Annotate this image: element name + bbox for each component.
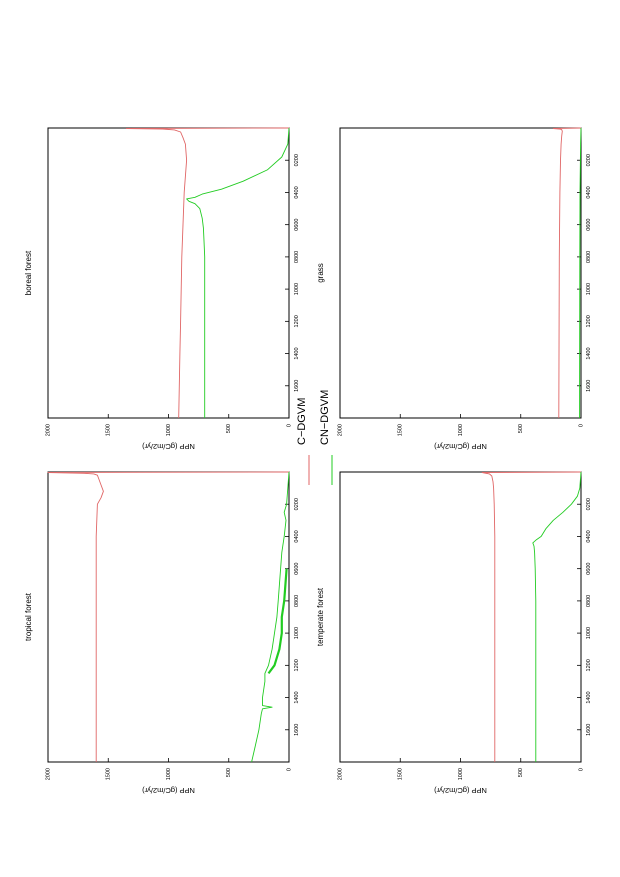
x-tick-label: 0800 (586, 251, 592, 263)
panel-title: boreal forest (24, 250, 33, 295)
y-tick-label: 2000 (337, 768, 343, 780)
y-tick-label: 1000 (458, 768, 464, 780)
x-tick-label: 0200 (586, 498, 592, 510)
y-tick-label: 500 (518, 768, 524, 777)
series-line-cn-dgvm (267, 568, 288, 675)
x-tick-label: 1600 (586, 724, 592, 736)
panel-grass: grass NPP (gC/m2/yr) 0 500 1000 1500 2000 0200 0… (316, 127, 592, 451)
y-tick-label: 0 (286, 768, 292, 771)
series-line-cn-dgvm (532, 471, 582, 762)
x-tick-label: 0400 (586, 530, 592, 542)
x-tick-label: 0600 (586, 563, 592, 575)
panel-title: tropical forest (24, 592, 33, 641)
x-tick-label: 0200 (294, 498, 300, 510)
legend-label-c-dgvm: C−DGVM (296, 398, 308, 445)
panel-title: temperate forest (316, 587, 325, 646)
x-tick-label: 0600 (294, 563, 300, 575)
panel-tropical: tropical forest NPP (gC/m2/yr) 0 500 1000 150… (24, 471, 300, 795)
x-tick-label: 0600 (586, 219, 592, 231)
y-axis-label: NPP (gC/m2/yr) (142, 786, 195, 795)
x-tick-label: 1000 (294, 627, 300, 639)
y-tick-label: 1500 (106, 768, 112, 780)
y-tick-label: 500 (226, 424, 232, 433)
series-line-c-dgvm (552, 127, 582, 419)
x-tick-label: 0400 (294, 186, 300, 198)
y-tick-label: 2000 (337, 424, 343, 436)
y-tick-label: 1500 (398, 768, 404, 780)
series-line-cn-dgvm (186, 127, 290, 418)
legend-label-cn-dgvm: CN−DGVM (319, 390, 331, 445)
y-tick-label: 2000 (45, 768, 51, 780)
x-tick-label: 1400 (586, 691, 592, 703)
y-tick-label: 2000 (45, 424, 51, 436)
y-tick-label: 0 (286, 424, 292, 427)
y-tick-label: 500 (518, 424, 524, 433)
x-tick-label: 0800 (294, 595, 300, 607)
x-tick-label: 0600 (294, 219, 300, 231)
x-tick-label: 1400 (586, 347, 592, 359)
x-tick-label: 0200 (586, 154, 592, 166)
plot-frame (339, 127, 582, 419)
x-tick-label: 1000 (586, 283, 592, 295)
x-tick-label: 1400 (294, 347, 300, 359)
y-tick-label: 1000 (166, 768, 172, 780)
y-tick-label: 500 (226, 768, 232, 777)
plot-frame (339, 471, 582, 763)
x-tick-label: 0200 (294, 154, 300, 166)
panel-title: grass (316, 263, 325, 283)
y-tick-label: 1500 (106, 424, 112, 436)
y-axis-label: NPP (gC/m2/yr) (142, 442, 195, 451)
x-tick-label: 1400 (294, 691, 300, 703)
x-tick-label: 0800 (586, 595, 592, 607)
x-tick-label: 1600 (294, 724, 300, 736)
y-tick-label: 0 (578, 768, 584, 771)
x-tick-label: 1600 (294, 380, 300, 392)
x-tick-label: 0400 (294, 530, 300, 542)
x-tick-label: 0400 (586, 186, 592, 198)
y-axis-label: NPP (gC/m2/yr) (434, 442, 487, 451)
series-line-cn-dgvm (251, 471, 290, 763)
legend: C−DGVM CN−DGVM (296, 390, 333, 485)
series-line-c-dgvm (47, 471, 290, 762)
x-tick-label: 1200 (586, 315, 592, 327)
x-tick-label: 1000 (294, 283, 300, 295)
y-tick-label: 1000 (458, 424, 464, 436)
x-tick-label: 1200 (294, 659, 300, 671)
y-tick-label: 1500 (398, 424, 404, 436)
y-axis-label: NPP (gC/m2/yr) (434, 786, 487, 795)
plot-frame (47, 127, 290, 419)
y-tick-label: 0 (578, 424, 584, 427)
x-tick-label: 1200 (294, 315, 300, 327)
series-line-cn-dgvm (579, 127, 582, 418)
series-line-c-dgvm (481, 471, 582, 762)
y-tick-label: 1000 (166, 424, 172, 436)
plot-frame (47, 471, 290, 763)
series-line-c-dgvm (125, 127, 290, 419)
x-tick-label: 1600 (586, 380, 592, 392)
panel-boreal: boreal forest NPP (gC/m2/yr) 0 500 1000 1500 2… (24, 127, 300, 451)
x-tick-label: 1000 (586, 627, 592, 639)
panel-temperate: temperate forest NPP (gC/m2/yr) 0 500 1000 15… (316, 471, 592, 795)
x-tick-label: 1200 (586, 659, 592, 671)
x-tick-label: 0800 (294, 251, 300, 263)
